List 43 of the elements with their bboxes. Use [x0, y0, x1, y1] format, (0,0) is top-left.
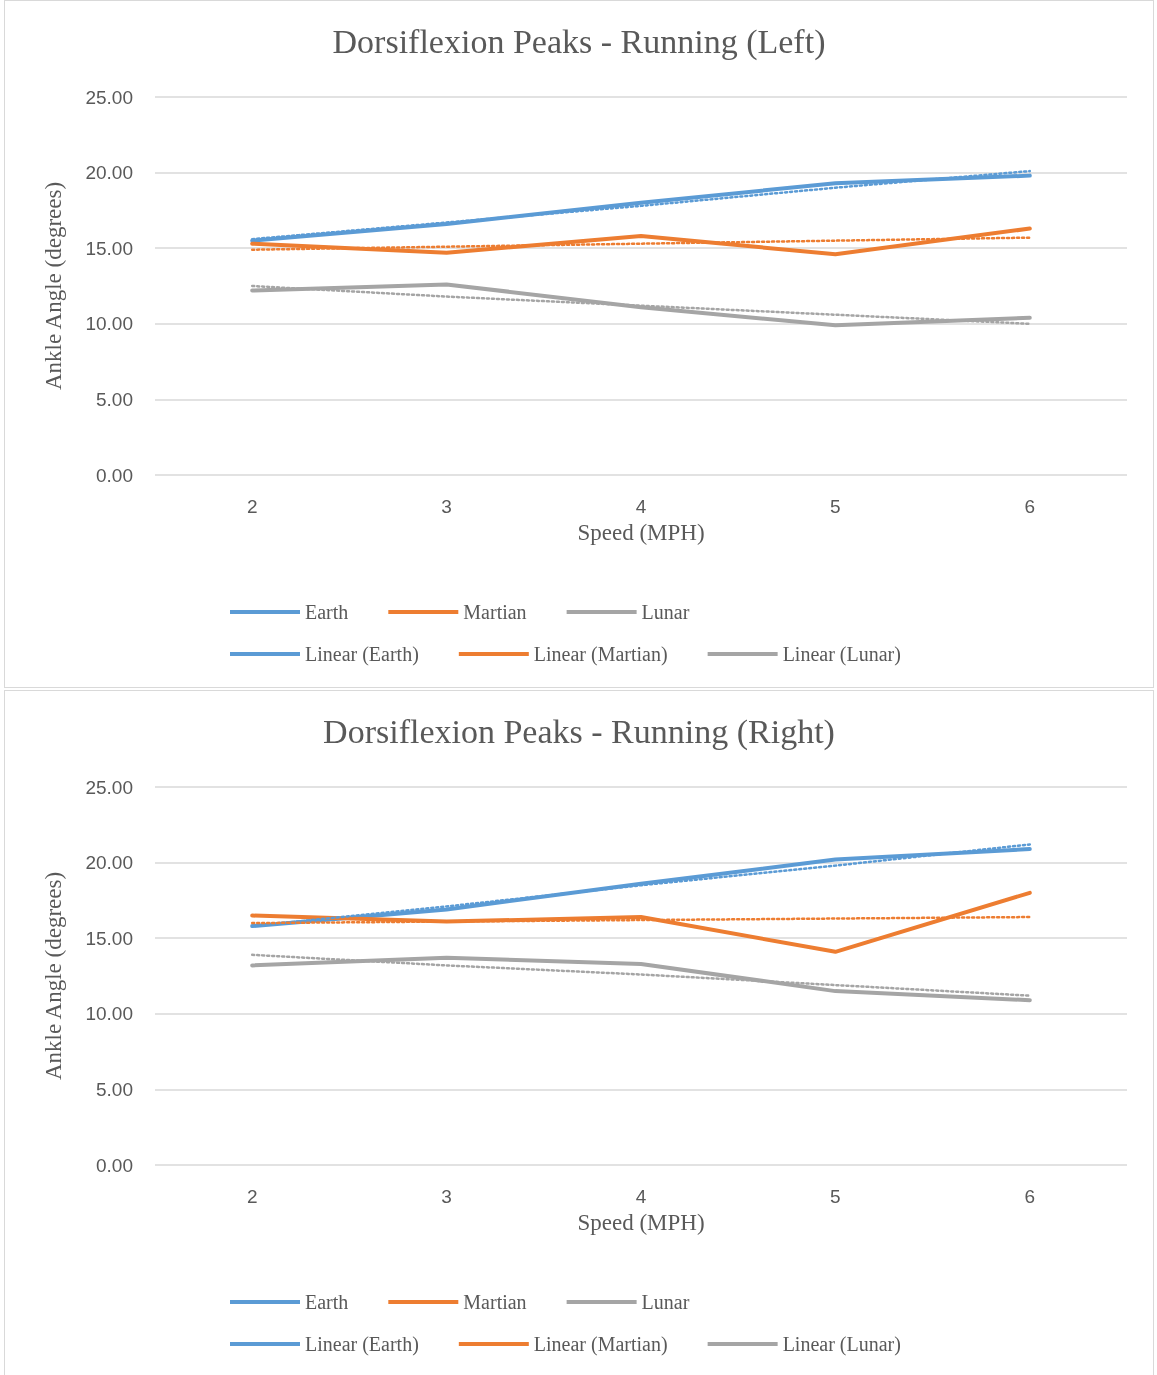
x-tick-label: 3	[441, 496, 452, 517]
legend-label: Martian	[463, 1291, 527, 1313]
legend-label: Lunar	[641, 1291, 690, 1313]
x-tick-label: 4	[635, 1186, 647, 1207]
y-axis-title: Ankle Angle (degrees)	[41, 871, 66, 1081]
legend-label: Linear (Lunar)	[782, 643, 901, 666]
x-tick-label: 2	[246, 496, 258, 517]
y-tick-label: 10.00	[85, 1003, 133, 1025]
line-series	[250, 890, 1032, 954]
legend-label: Linear (Martian)	[533, 643, 668, 666]
x-tick-label: 5	[830, 1186, 841, 1207]
legend-label: Lunar	[641, 601, 690, 623]
legend-label: Martian	[463, 601, 527, 623]
x-axis-title: Speed (MPH)	[577, 519, 705, 545]
x-tick-label: 5	[830, 496, 841, 517]
line-series	[250, 955, 1032, 1003]
chart-title: Dorsiflexion Peaks - Running (Right)	[323, 712, 835, 751]
y-tick-label: 15.00	[85, 237, 133, 259]
y-tick-label: 0.00	[96, 464, 133, 486]
y-tick-label: 5.00	[96, 388, 133, 410]
legend-label: Linear (Earth)	[305, 643, 419, 666]
x-tick-label: 3	[441, 1186, 452, 1207]
y-tick-label: 5.00	[96, 1078, 133, 1100]
y-tick-label: 20.00	[85, 162, 133, 184]
y-tick-label: 25.00	[85, 776, 133, 798]
y-tick-label: 25.00	[85, 86, 133, 108]
legend-label: Linear (Martian)	[533, 1333, 668, 1356]
legend-label: Linear (Lunar)	[782, 1333, 901, 1356]
x-tick-label: 2	[246, 1186, 258, 1207]
x-axis-title: Speed (MPH)	[577, 1209, 705, 1235]
y-tick-label: 20.00	[85, 852, 133, 874]
legend-label: Linear (Earth)	[305, 1333, 419, 1356]
x-tick-label: 6	[1024, 1186, 1036, 1207]
y-tick-label: 0.00	[96, 1154, 133, 1176]
line-series	[250, 226, 1032, 257]
legend-label: Earth	[305, 601, 349, 623]
legend-label: Earth	[305, 1291, 349, 1313]
y-tick-label: 10.00	[85, 313, 133, 335]
y-axis-title: Ankle Angle (degrees)	[41, 181, 66, 391]
y-tick-label: 15.00	[85, 927, 133, 949]
x-tick-label: 4	[635, 496, 647, 517]
chart-title: Dorsiflexion Peaks - Running (Left)	[332, 22, 826, 61]
x-tick-label: 6	[1024, 496, 1036, 517]
